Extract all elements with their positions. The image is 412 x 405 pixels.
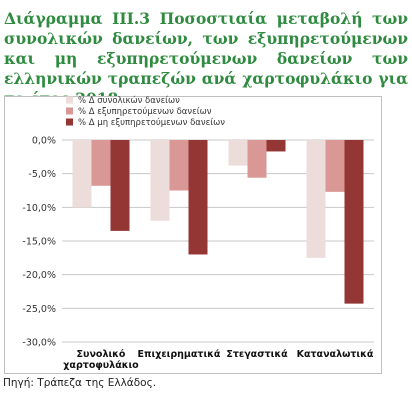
bar	[228, 140, 248, 166]
legend: % Δ συνολικών δανείων% Δ εξυπηρετούμενων…	[66, 95, 225, 128]
y-axis-tick-labels: 0,0% -5,0% -10,0% -15,0% -20,0% -25,0% -30,0%	[22, 136, 56, 349]
legend-swatch	[66, 118, 73, 126]
y-tick-label: -15,0%	[22, 237, 56, 248]
bar	[110, 140, 130, 231]
source-note: Πηγή: Τράπεζα της Ελλάδος.	[3, 377, 157, 389]
bar	[169, 140, 189, 191]
bar	[91, 140, 111, 186]
x-category-label: Επιχειρηματικά	[138, 349, 221, 360]
legend-swatch	[66, 96, 73, 104]
bar	[72, 140, 92, 208]
legend-label: % Δ μη εξυπηρετούμενων δανείων	[78, 117, 225, 128]
y-tick-label: -10,0%	[22, 203, 56, 214]
bar	[344, 140, 364, 304]
legend-label: % Δ εξυπηρετούμενων δανείων	[78, 106, 212, 117]
y-tick-label: -30,0%	[22, 338, 56, 349]
bar	[325, 140, 345, 192]
bar	[188, 140, 208, 255]
bars	[72, 140, 364, 304]
x-category-label: Συνολικό χαρτοφυλάκιο	[63, 349, 139, 371]
bar	[150, 140, 170, 221]
bar	[306, 140, 326, 258]
y-tick-label: 0,0%	[32, 136, 56, 147]
x-category-label: Καταναλωτικά	[297, 349, 374, 360]
bar	[266, 140, 286, 152]
y-tick-label: -5,0%	[28, 169, 56, 180]
legend-swatch	[66, 107, 73, 115]
x-category-label: Στεγαστικά	[226, 349, 288, 360]
y-tick-label: -20,0%	[22, 270, 56, 281]
y-tick-label: -25,0%	[22, 304, 56, 315]
legend-label: % Δ συνολικών δανείων	[78, 95, 180, 106]
bar	[247, 140, 267, 178]
